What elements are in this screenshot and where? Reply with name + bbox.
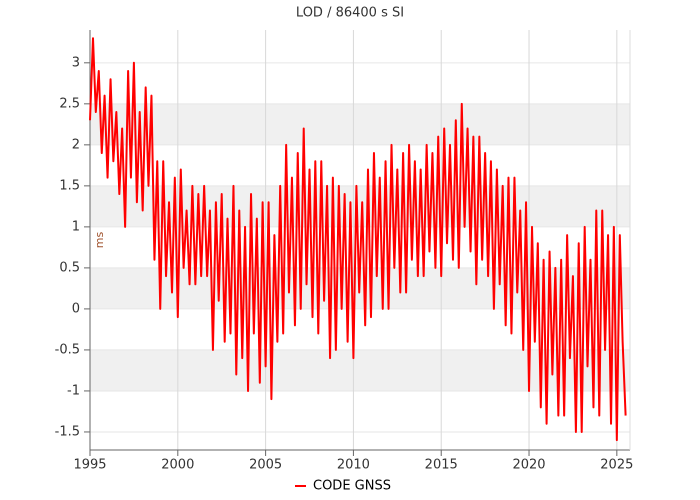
y-tick-label: 2 [72, 137, 80, 152]
grid-band [90, 103, 630, 145]
y-tick-label: -0.5 [55, 342, 80, 357]
y-tick-label: -1 [67, 383, 80, 398]
x-tick-label: 2020 [512, 458, 545, 473]
y-axis-label: ms [93, 232, 106, 249]
series-line [89, 37, 627, 442]
x-tick-label: 2000 [161, 458, 194, 473]
grid-band [90, 349, 630, 391]
y-tick-label: 1.5 [59, 178, 80, 193]
y-tick-label: 1 [72, 219, 80, 234]
legend-label: CODE GNSS [313, 479, 391, 494]
x-tick-label: 2010 [337, 458, 370, 473]
x-tick-label: 2025 [600, 458, 633, 473]
y-tick-label: 2.5 [59, 96, 80, 111]
y-tick-label: 0.5 [59, 260, 80, 275]
x-tick-label: 1995 [73, 458, 106, 473]
chart-title: LOD / 86400 s SI [296, 6, 404, 21]
grid-band [90, 185, 630, 227]
y-tick-label: 3 [72, 55, 80, 70]
y-tick-label: 0 [72, 301, 80, 316]
y-tick-label: -1.5 [55, 424, 80, 439]
x-tick-label: 2015 [425, 458, 458, 473]
x-tick-label: 2005 [249, 458, 282, 473]
